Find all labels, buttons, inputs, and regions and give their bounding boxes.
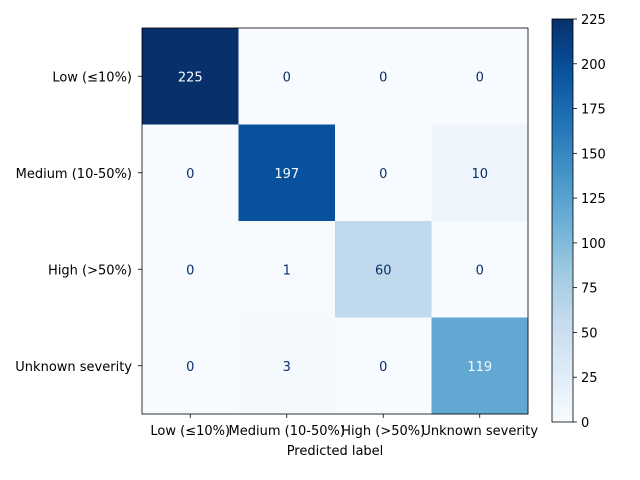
cell-value: 225 [178,70,203,85]
cell-value: 0 [379,70,387,85]
colorbar-ticks: 0 25 50 75 100 125 150 175 200 225 [573,13,606,431]
colorbar-tick-label: 150 [581,147,606,162]
heatmap-cell [431,221,529,318]
colorbar-tick-label: 125 [581,192,606,207]
colorbar-tick-label: 100 [581,237,606,252]
heatmap-cell [335,28,432,125]
colorbar [551,18,574,423]
x-tick-label: High (>50%) [341,424,425,439]
colorbar-tick-label: 75 [581,282,598,297]
x-tick-label: Unknown severity [421,424,538,439]
x-tick-label: Medium (10-50%) [229,424,345,439]
cell-value: 3 [283,360,291,375]
heatmap-cells [142,28,529,415]
heatmap-cell [335,221,432,318]
plot-frame [141,27,529,415]
heatmap-cell [142,317,239,415]
heatmap-cell [238,28,336,125]
cell-value: 60 [375,263,392,278]
cell-value-labels: 225 0 0 0 0 197 0 10 0 1 60 0 0 3 0 119 [178,70,492,375]
y-axis-ticks: Low (≤10%) Medium (10-50%) High (>50%) Unkn… [15,70,142,375]
colorbar-tick-label: 25 [581,371,598,386]
heatmap-cell [238,221,336,318]
cell-value: 0 [379,360,387,375]
cell-value: 1 [283,263,291,278]
cell-value: 0 [476,263,484,278]
cell-value: 119 [467,360,492,375]
cell-value: 197 [274,167,299,182]
cell-value: 0 [476,70,484,85]
cell-value: 0 [186,167,194,182]
colorbar-tick-label: 50 [581,326,598,341]
cell-value: 0 [186,263,194,278]
heatmap-cell [238,317,336,415]
heatmap-cell [335,124,432,222]
heatmap-cell [142,28,239,125]
cell-value: 0 [186,360,194,375]
colorbar-tick-label: 225 [581,13,606,28]
cell-value: 10 [471,167,488,182]
heatmap-cell [238,124,336,222]
heatmap-cell [142,124,239,222]
y-tick-label: Low (≤10%) [52,70,132,85]
heatmap-cell [431,124,529,222]
x-axis-ticks: Low (≤10%)Medium (10-50%)High (>50%)Unkn… [150,414,538,439]
cell-value: 0 [283,70,291,85]
y-tick-label: High (>50%) [48,263,132,278]
x-axis-label: Predicted label [287,444,384,459]
y-tick-label: Unknown severity [15,360,132,375]
colorbar-tick-label: 175 [581,103,606,118]
heatmap-cell [335,317,432,415]
y-tick-label: Medium (10-50%) [16,167,132,182]
cell-value: 0 [379,167,387,182]
heatmap-cell [431,28,529,125]
heatmap-cell [431,317,529,415]
colorbar-tick-label: 0 [581,416,589,431]
colorbar-tick-label: 200 [581,58,606,73]
x-tick-label: Low (≤10%) [150,424,230,439]
heatmap-cell [142,221,239,318]
